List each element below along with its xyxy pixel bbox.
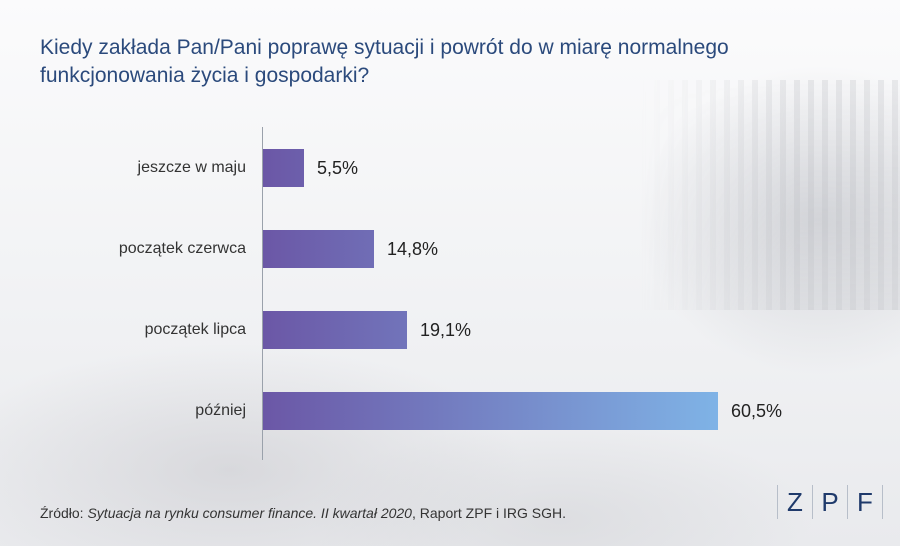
logo-divider [812, 485, 813, 519]
category-label: później [195, 402, 246, 419]
category-label: początek lipca [144, 321, 246, 338]
logo-letter-z: Z [787, 486, 803, 517]
bar [263, 230, 374, 268]
logo-divider [847, 485, 848, 519]
source-title: Sytuacja na rynku consumer finance. II k… [87, 505, 412, 521]
bar [263, 149, 304, 187]
value-label: 60,5% [731, 401, 783, 421]
bar [263, 392, 718, 430]
zpf-logo: Z P F [777, 484, 883, 520]
source-suffix: , Raport ZPF i IRG SGH. [411, 505, 567, 521]
logo-letter-f: F [857, 486, 873, 517]
value-label: 5,5% [317, 158, 359, 178]
logo-divider [777, 485, 778, 519]
value-label: 19,1% [420, 320, 472, 340]
category-axis-line [262, 127, 263, 460]
logo-divider [882, 485, 883, 519]
chart-title: Kiedy zakłada Pan/Pani poprawę sytuacji … [40, 36, 729, 87]
background-skyline [640, 80, 900, 310]
source-note: Źródło: Sytuacja na rynku consumer finan… [40, 505, 566, 521]
logo-letter-p: P [821, 486, 839, 517]
source-prefix: Źródło: [40, 505, 88, 521]
bar [263, 311, 407, 349]
value-label: 14,8% [387, 239, 439, 259]
category-label: jeszcze w maju [137, 159, 246, 176]
category-label: początek czerwca [118, 240, 246, 257]
